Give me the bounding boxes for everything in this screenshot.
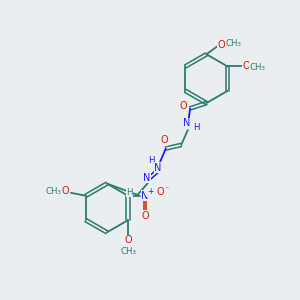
Text: N: N xyxy=(141,191,148,201)
Text: O: O xyxy=(125,235,132,245)
Text: CH₃: CH₃ xyxy=(45,187,61,196)
Text: O: O xyxy=(141,211,149,221)
Text: O: O xyxy=(62,186,69,196)
Text: H: H xyxy=(148,156,154,165)
Text: H: H xyxy=(193,123,199,132)
Text: N: N xyxy=(183,118,190,128)
Text: O: O xyxy=(218,40,225,50)
Text: CH₃: CH₃ xyxy=(121,247,136,256)
Text: CH₃: CH₃ xyxy=(225,38,241,47)
Text: CH₃: CH₃ xyxy=(250,63,266,72)
Text: H: H xyxy=(126,188,132,197)
Text: O: O xyxy=(242,61,250,71)
Text: O: O xyxy=(156,187,164,197)
Text: N: N xyxy=(143,173,150,183)
Text: O: O xyxy=(160,135,168,145)
Text: O: O xyxy=(180,101,188,111)
Text: ⁻: ⁻ xyxy=(164,185,169,194)
Text: +: + xyxy=(147,188,153,196)
Text: N: N xyxy=(154,163,161,172)
